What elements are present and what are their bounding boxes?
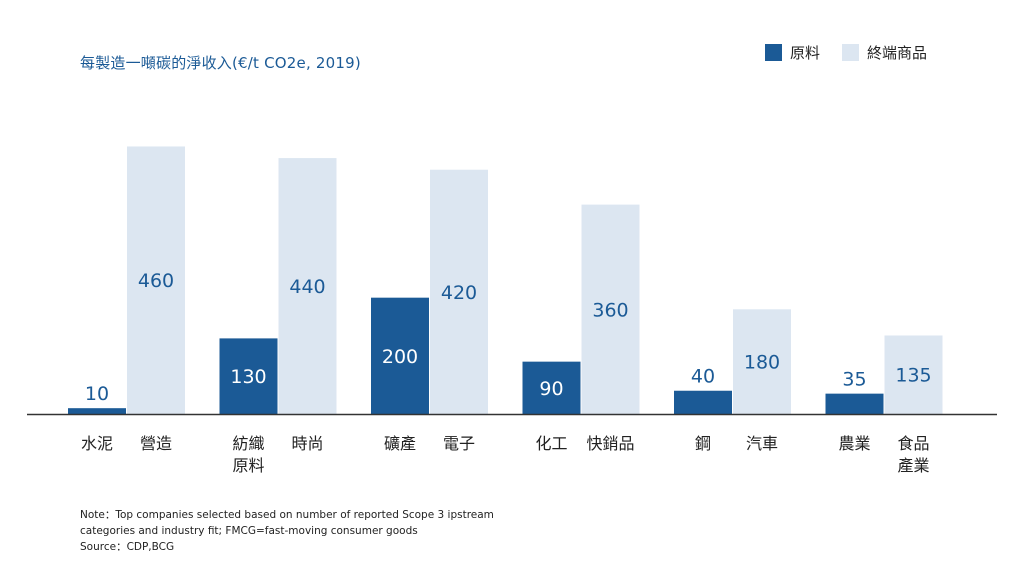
- note-line-2: categories and industry fit; FMCG=fast-m…: [80, 525, 418, 537]
- category-label-raw: 化工: [535, 434, 567, 453]
- legend-label-final: 終端商品: [867, 44, 928, 62]
- bar-final: [733, 309, 791, 414]
- data-label-final: 180: [744, 352, 780, 374]
- category-label-final: 營造: [140, 434, 172, 453]
- category-label-raw: 紡織: [232, 434, 264, 453]
- category-label-raw: 水泥: [81, 434, 113, 453]
- source-line: Source：CDP,BCG: [80, 541, 175, 553]
- legend-item-raw: 原料: [765, 42, 820, 63]
- data-label-final: 460: [138, 270, 174, 292]
- bar-final: [884, 335, 943, 414]
- bar-raw: [674, 390, 732, 414]
- category-label-final: 時尚: [291, 434, 323, 453]
- data-label-raw: 200: [382, 346, 418, 368]
- legend-swatch-final: [842, 44, 860, 61]
- bar-raw: [219, 338, 278, 414]
- data-label-final: 360: [592, 299, 628, 321]
- note-line-1: Note：Top companies selected based on num…: [80, 509, 494, 521]
- legend-item-final: 終端商品: [842, 42, 927, 63]
- data-label-raw: 10: [85, 383, 109, 405]
- bar-raw: [522, 361, 581, 414]
- category-label-final: 快銷品: [586, 434, 634, 453]
- footnote: Note：Top companies selected based on num…: [80, 507, 494, 555]
- data-label-raw: 35: [842, 369, 866, 391]
- category-label-final: 電子: [443, 434, 475, 453]
- category-label-raw: 鋼: [695, 434, 711, 453]
- data-label-raw: 90: [539, 378, 563, 400]
- bar-final: [127, 146, 185, 414]
- data-label-final: 420: [441, 282, 477, 304]
- category-label-raw: 礦產: [384, 434, 416, 453]
- bar-final: [278, 158, 337, 414]
- category-label-raw: 農業: [838, 434, 870, 453]
- category-label-final: 食品: [897, 434, 929, 453]
- data-label-raw: 130: [230, 366, 266, 388]
- category-label-final: 產業: [897, 456, 929, 475]
- data-label-final: 440: [289, 276, 325, 298]
- data-label-raw: 40: [691, 366, 715, 388]
- bar-raw: [371, 297, 429, 414]
- legend-swatch-raw: [765, 44, 782, 61]
- legend: 原料 終端商品: [765, 42, 941, 63]
- bar-final: [581, 204, 640, 414]
- category-label-raw: 原料: [232, 456, 264, 475]
- legend-label-raw: 原料: [790, 44, 821, 62]
- data-label-final: 135: [895, 365, 931, 387]
- bar-raw: [825, 393, 884, 414]
- chart-title: 每製造一噸碳的淨收入(€/t CO2e, 2019): [80, 54, 361, 72]
- bar-final: [430, 169, 488, 414]
- category-label-final: 汽車: [746, 434, 778, 453]
- bar-raw: [68, 408, 126, 414]
